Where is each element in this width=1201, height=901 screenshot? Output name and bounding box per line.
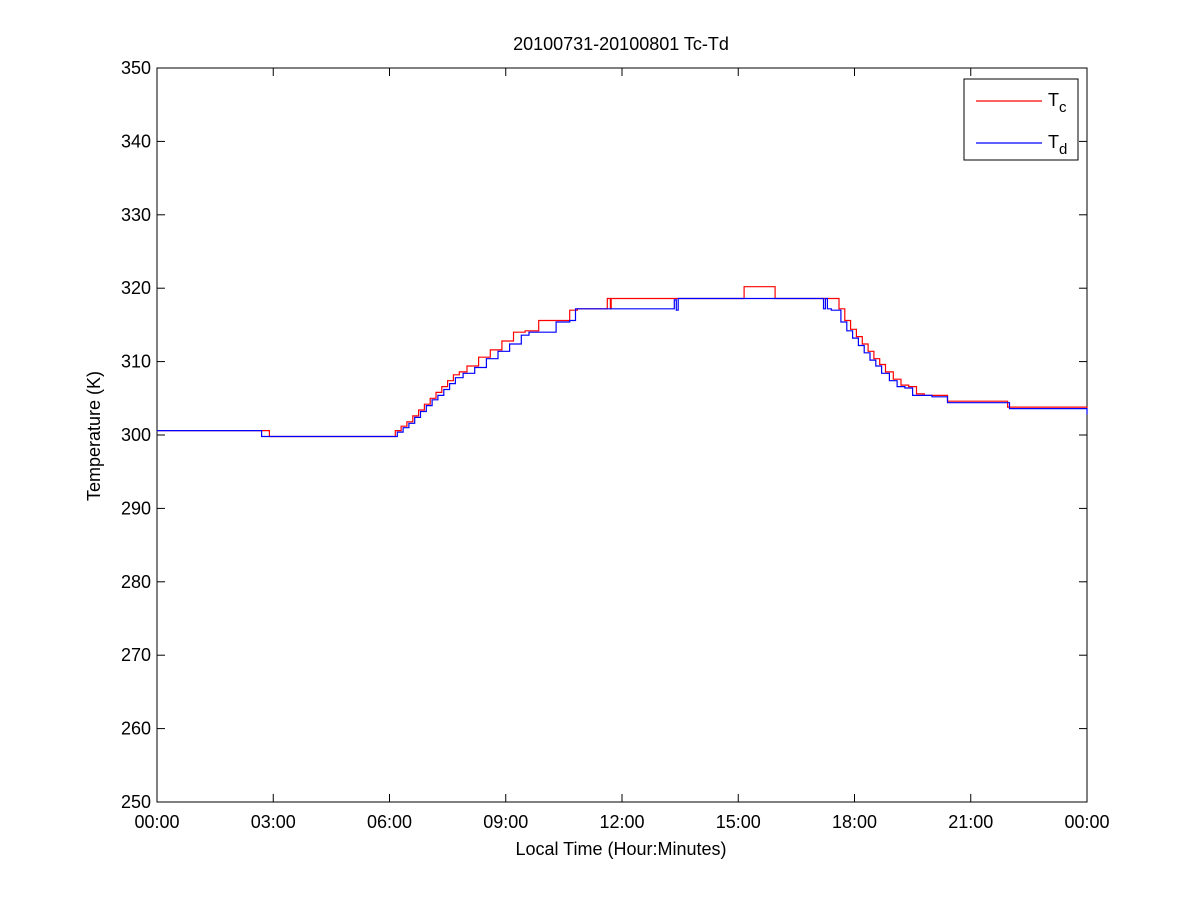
x-tick-label: 06:00: [367, 812, 412, 832]
x-tick-label: 09:00: [483, 812, 528, 832]
y-tick-label: 320: [121, 278, 151, 298]
y-tick-label: 350: [121, 58, 151, 78]
x-tick-label: 12:00: [599, 812, 644, 832]
x-tick-label: 15:00: [716, 812, 761, 832]
y-tick-label: 250: [121, 792, 151, 812]
x-tick-label: 03:00: [251, 812, 296, 832]
chart-title: 20100731-20100801 Tc-Td: [513, 34, 729, 54]
plot-area: [156, 67, 1088, 803]
y-tick-label: 340: [121, 131, 151, 151]
legend-label-main: T: [1048, 90, 1059, 110]
legend-label-c: Tc: [1048, 90, 1067, 116]
y-axis-title: Temperature (K): [84, 371, 104, 501]
y-tick-label: 330: [121, 205, 151, 225]
legend-label-d: Td: [1048, 132, 1067, 158]
y-tick-label: 270: [121, 645, 151, 665]
series-line-d: [157, 297, 1088, 438]
series-layer: [157, 286, 1088, 438]
x-tick-label: 00:00: [134, 812, 179, 832]
x-tick-label: 18:00: [832, 812, 877, 832]
x-tick-label: 21:00: [948, 812, 993, 832]
y-tick-label: 260: [121, 719, 151, 739]
legend-label-subscript: d: [1059, 141, 1067, 158]
x-axis-title: Local Time (Hour:Minutes): [515, 839, 726, 859]
y-axis: 250 260 270 280 290 300 310 320 330 340 350: [121, 58, 1087, 812]
series-line-c: [157, 286, 1088, 438]
y-tick-label: 300: [121, 425, 151, 445]
legend-label-main: T: [1048, 132, 1059, 152]
x-tick-label: 00:00: [1064, 812, 1109, 832]
y-tick-label: 280: [121, 572, 151, 592]
x-axis: 00:00 03:00 06:00 09:00 12:00 15:00 18:00 21:00…: [134, 68, 1110, 832]
y-tick-label: 310: [121, 352, 151, 372]
legend-label-subscript: c: [1059, 99, 1067, 116]
legend-box: [963, 78, 1079, 161]
y-tick-label: 290: [121, 498, 151, 518]
